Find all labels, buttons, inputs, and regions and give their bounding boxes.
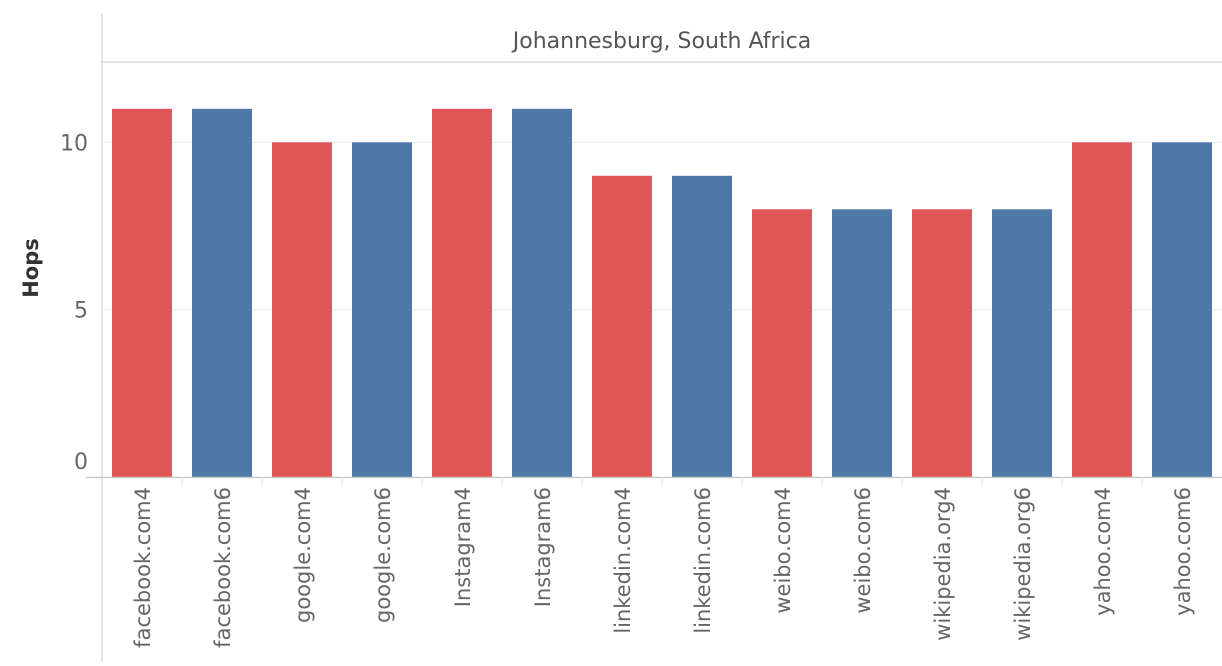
x-tick-label: google.com6 bbox=[371, 487, 395, 623]
x-tick-label: wikipedia.org4 bbox=[931, 487, 955, 641]
bar-facebook-com4 bbox=[112, 108, 172, 477]
bar-yahoo-com6 bbox=[1152, 142, 1212, 477]
bar-linkedin-com6 bbox=[672, 175, 732, 478]
x-tick-label: Instagram6 bbox=[531, 487, 555, 607]
x-tick-label: google.com4 bbox=[291, 487, 315, 623]
bar-google-com6 bbox=[352, 142, 412, 477]
chart-title: Johannesburg, South Africa bbox=[511, 29, 811, 54]
y-tick-label: 5 bbox=[74, 299, 88, 324]
y-axis-title: Hops bbox=[19, 238, 43, 298]
gridlines bbox=[102, 141, 1222, 311]
bar-wikipedia-org4 bbox=[912, 209, 972, 477]
y-tick-label: 10 bbox=[60, 131, 88, 156]
bar-linkedin-com4 bbox=[592, 175, 652, 478]
x-tick-label: weibo.com4 bbox=[771, 487, 795, 614]
x-tick-label: weibo.com6 bbox=[851, 487, 875, 614]
x-tick-labels: facebook.com4 facebook.com6 google.com4 goo… bbox=[131, 477, 1195, 648]
x-tick-label: linkedin.com6 bbox=[691, 487, 715, 634]
bar-google-com4 bbox=[272, 142, 332, 477]
bar-facebook-com6 bbox=[192, 108, 252, 477]
y-tick-labels: 0 5 10 bbox=[60, 131, 88, 475]
y-tick-label: 0 bbox=[74, 450, 88, 475]
x-tick-label: yahoo.com4 bbox=[1091, 487, 1115, 616]
x-tick-label: linkedin.com4 bbox=[611, 487, 635, 634]
x-tick-label: wikipedia.org6 bbox=[1011, 487, 1035, 641]
bar-yahoo-com4 bbox=[1072, 142, 1132, 477]
bar-weibo-com6 bbox=[832, 209, 892, 477]
x-tick-label: facebook.com6 bbox=[211, 487, 235, 648]
chart-frame bbox=[101, 14, 1222, 662]
x-tick-label: facebook.com4 bbox=[131, 487, 155, 648]
x-tick-label: yahoo.com6 bbox=[1171, 487, 1195, 616]
bar-instagram6 bbox=[512, 108, 572, 477]
x-tick-label: Instagram4 bbox=[451, 487, 475, 607]
bars-group bbox=[112, 108, 1212, 478]
bar-instagram4 bbox=[432, 108, 492, 477]
bar-weibo-com4 bbox=[752, 209, 812, 477]
bar-wikipedia-org6 bbox=[992, 209, 1052, 477]
